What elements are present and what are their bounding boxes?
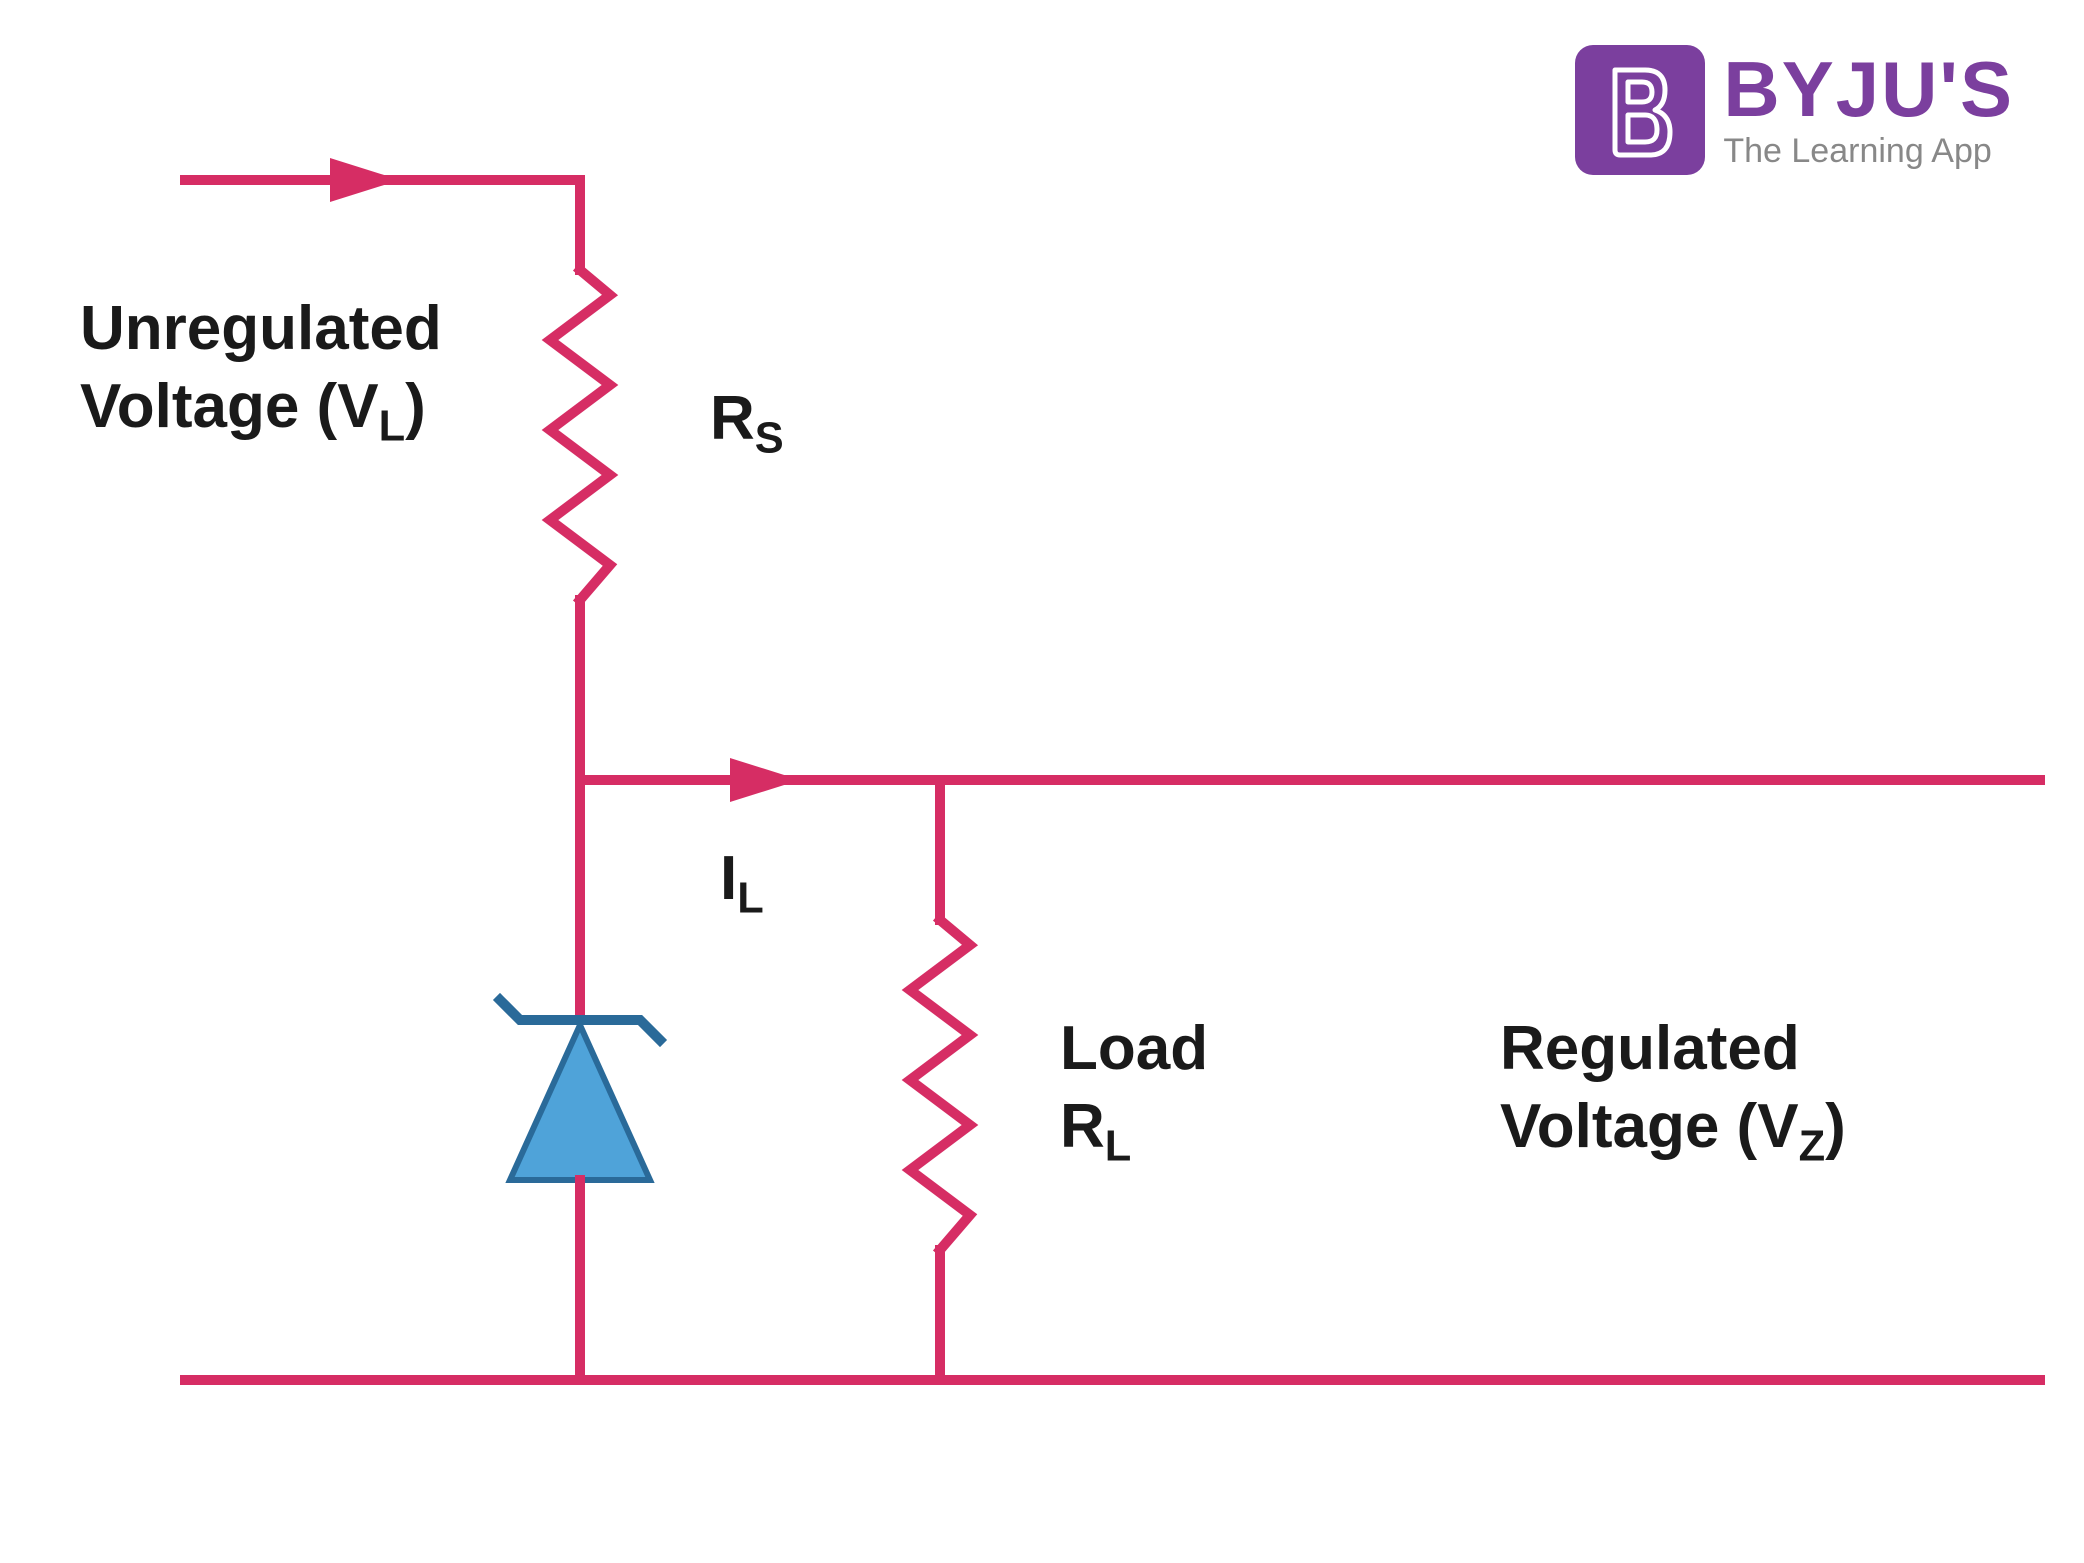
label-rs: RS [710, 380, 784, 466]
arrow-il [730, 758, 800, 802]
zener-diode [500, 1000, 660, 1180]
label-regulated: Regulated Voltage (VZ) [1500, 1010, 1846, 1173]
resistor-rl [910, 920, 970, 1250]
label-unregulated: Unregulated Voltage (VL) [80, 290, 442, 453]
resistor-rs [550, 270, 610, 600]
label-load-rl: Load RL [1060, 1010, 1208, 1173]
circuit-diagram [0, 0, 2084, 1563]
arrow-input [330, 158, 400, 202]
label-il: IL [720, 840, 764, 926]
